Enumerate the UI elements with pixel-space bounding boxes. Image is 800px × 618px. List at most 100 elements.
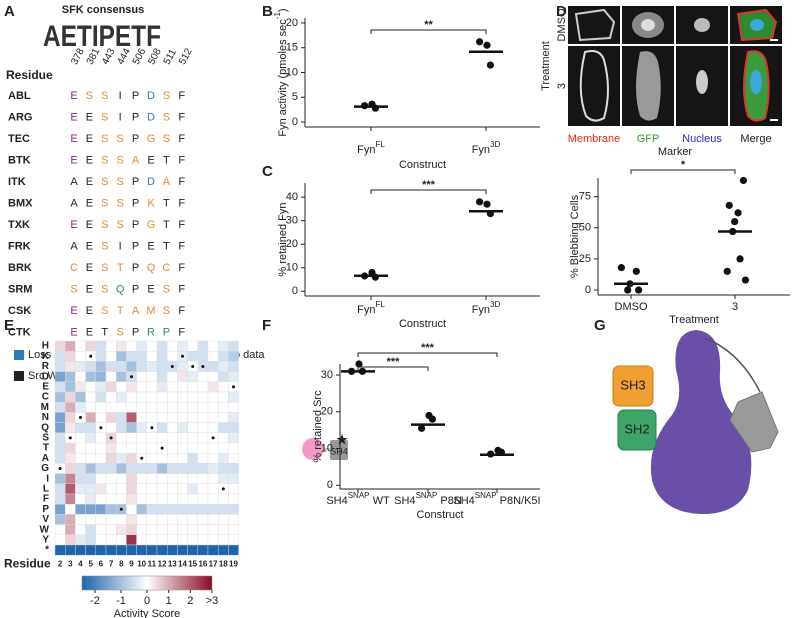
heatmap-cell	[187, 473, 199, 485]
heatmap-cell	[146, 483, 158, 495]
heatmap-cell	[197, 442, 209, 454]
x-tick-label-part: FL	[376, 300, 386, 309]
heatmap-cell	[105, 412, 117, 423]
heatmap-cell	[207, 340, 219, 352]
residue: S	[101, 219, 108, 231]
residue: F	[178, 305, 185, 317]
data-point	[476, 38, 484, 46]
residue: P	[132, 240, 139, 252]
residue: Q	[116, 283, 125, 295]
wt-dot	[79, 416, 82, 419]
row-label: N	[42, 412, 49, 423]
row-label: E	[42, 382, 49, 393]
residue: C	[162, 262, 170, 274]
residue: T	[101, 326, 108, 338]
heatmap-cell	[115, 473, 127, 485]
heatmap-cell	[136, 442, 148, 454]
heatmap-cell	[85, 504, 96, 515]
heatmap-cell	[115, 412, 127, 423]
heatmap-cell	[156, 351, 168, 362]
heatmap-cell	[95, 340, 107, 352]
residue: A	[70, 240, 78, 252]
x-axis-title: Residue	[4, 556, 51, 570]
panel-label: C	[262, 163, 273, 180]
heatmap-cell	[95, 361, 107, 372]
heatmap-cell	[136, 361, 148, 372]
heatmap-cell	[85, 463, 96, 474]
heatmap-cell	[136, 432, 148, 444]
panel-label: F	[262, 317, 271, 334]
row-label: H	[42, 341, 49, 352]
heatmap-cell	[217, 453, 229, 464]
x-tick-label-part: WT	[370, 495, 390, 507]
residue: P	[132, 219, 139, 231]
residue: I	[119, 111, 122, 123]
residue: E	[86, 197, 93, 209]
residue: S	[86, 90, 93, 102]
heatmap-cell	[187, 493, 199, 505]
residue: T	[163, 240, 170, 252]
heatmap-cell	[54, 514, 66, 525]
heatmap-cell	[187, 432, 199, 444]
heatmap-cell	[64, 544, 76, 556]
heatmap-cell	[85, 402, 96, 413]
residue: P	[132, 90, 139, 102]
data-point	[483, 41, 491, 49]
data-point	[418, 424, 426, 432]
residue: P	[132, 283, 139, 295]
kinase-name: TEC	[8, 133, 30, 145]
heatmap-cell	[95, 544, 107, 556]
heatmap-cell	[166, 442, 178, 454]
heatmap-cell	[95, 351, 107, 362]
heatmap-cell	[177, 391, 188, 403]
heatmap-cell	[95, 453, 107, 464]
heatmap-cell	[136, 493, 148, 505]
y-tick-label: 20	[286, 17, 298, 29]
heatmap-cell	[197, 391, 209, 403]
heatmap-cell	[115, 422, 127, 434]
x-tick-label-part: SNAP	[416, 491, 438, 500]
heatmap-cell	[228, 351, 239, 362]
heatmap-cell	[197, 412, 209, 423]
colorbar-tick-label: 0	[144, 595, 150, 607]
heatmap-cell	[217, 432, 229, 444]
wt-dot	[109, 436, 113, 440]
significance-label: **	[424, 19, 433, 31]
heatmap-cell	[54, 412, 66, 423]
residue: E	[70, 305, 77, 317]
heatmap-cell	[54, 493, 66, 505]
heatmap-cell	[197, 371, 209, 383]
heatmap-cell	[115, 544, 127, 556]
heatmap-cell	[217, 524, 229, 535]
heatmap-cell	[187, 340, 199, 352]
heatmap-cell	[126, 493, 137, 505]
heatmap-cell	[146, 442, 158, 454]
kinase-name: CTK	[8, 326, 31, 338]
heatmap-cell	[126, 534, 137, 546]
heatmap-cell	[136, 412, 148, 423]
heatmap-cell	[228, 514, 239, 525]
heatmap-cell	[146, 371, 158, 383]
column-label: 9	[129, 559, 134, 568]
heatmap-cell	[105, 524, 117, 535]
heatmap-cell	[197, 544, 209, 556]
heatmap-cell	[166, 473, 178, 485]
heatmap-cell	[207, 504, 219, 515]
residue: E	[147, 240, 154, 252]
residue: S	[101, 133, 108, 145]
row-label: P	[42, 504, 49, 515]
residue: P	[132, 111, 139, 123]
heatmap-cell	[136, 463, 148, 474]
heatmap-cell	[75, 463, 86, 474]
heatmap-cell	[64, 391, 76, 403]
x-tick-label-part: SH4	[326, 495, 347, 507]
data-point	[425, 411, 433, 420]
residue: I	[119, 240, 122, 252]
colorbar-tick-label: -1	[116, 595, 126, 607]
heatmap-cell	[105, 453, 117, 464]
heatmap-cell	[207, 412, 219, 423]
panel-label: G	[594, 317, 606, 334]
heatmap-cell	[64, 524, 76, 535]
heatmap-cell	[75, 381, 86, 393]
significance-bracket	[630, 169, 736, 174]
